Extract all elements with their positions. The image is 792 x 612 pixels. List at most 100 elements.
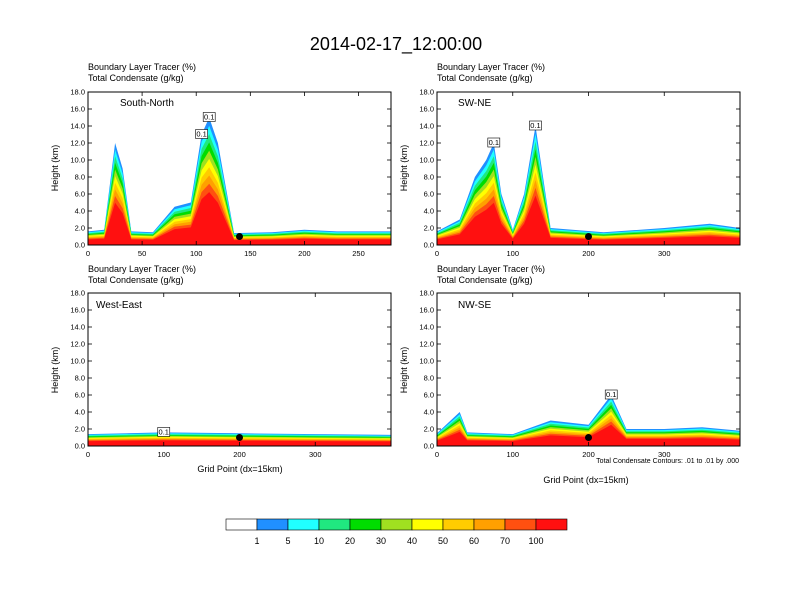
tracer-band-1 [88, 192, 391, 245]
colorbar-label: 40 [407, 536, 417, 546]
y-tick-label: 10.0 [419, 357, 434, 366]
colorbar-label: 70 [500, 536, 510, 546]
contour-label-box [157, 427, 171, 437]
colorbar-swatch [411, 518, 444, 531]
contour-label-box [487, 137, 501, 148]
y-tick-label: 6.0 [75, 391, 85, 400]
location-marker [585, 233, 592, 240]
y-tick-label: 6.0 [424, 190, 434, 199]
colorbar-swatch [442, 518, 475, 531]
colorbar-swatch [287, 518, 320, 531]
y-tick-label: 16.0 [419, 105, 434, 114]
y-tick-label: 2.0 [424, 425, 434, 434]
panel-header-condensate: Total Condensate (g/kg) [437, 73, 533, 83]
y-axis-label: Height (km) [50, 145, 60, 192]
panel-sw-ne: Boundary Layer Tracer (%) Total Condensa… [399, 62, 741, 258]
y-tick-label: 2.0 [75, 224, 85, 233]
y-tick-label: 10.0 [70, 156, 85, 165]
y-tick-label: 14.0 [419, 323, 434, 332]
y-tick-label: 6.0 [424, 391, 434, 400]
tracer-band-8 [88, 134, 391, 245]
tracer-band-6 [88, 150, 391, 245]
tracer-band-9 [88, 125, 391, 245]
y-tick-label: 16.0 [419, 306, 434, 315]
y-tick-label: 4.0 [75, 408, 85, 417]
contour-label: 0.1 [196, 130, 206, 139]
location-marker [585, 434, 592, 441]
contour-label-box [195, 129, 208, 139]
panel-header-tracer: Boundary Layer Tracer (%) [437, 62, 545, 72]
y-axis-label: Height (km) [399, 145, 409, 192]
colorbar-swatch [473, 518, 506, 531]
y-tick-label: 18.0 [419, 289, 434, 298]
panel-header-tracer: Boundary Layer Tracer (%) [88, 264, 196, 274]
y-tick-label: 2.0 [75, 425, 85, 434]
contour-note: Total Condensate Contours: .01 to .01 by… [596, 458, 739, 465]
x-tick-label: 0 [435, 450, 439, 459]
panel-header-condensate: Total Condensate (g/kg) [88, 275, 184, 285]
y-tick-label: 18.0 [70, 289, 85, 298]
figure-title: 2014-02-17_12:00:00 [310, 34, 482, 55]
contour-label: 0.1 [606, 390, 616, 399]
tracer-band-1 [437, 195, 740, 245]
tracer-field [437, 395, 740, 446]
colorbar-label: 100 [528, 536, 543, 546]
panel-title: SW-NE [458, 98, 491, 109]
colorbar-label: 30 [376, 536, 386, 546]
contour-label-box [529, 120, 542, 131]
tracer-field [437, 126, 740, 245]
y-tick-label: 6.0 [75, 190, 85, 199]
x-tick-label: 200 [582, 249, 595, 258]
colorbar-label: 5 [285, 536, 290, 546]
location-marker [236, 434, 243, 441]
y-tick-label: 8.0 [75, 374, 85, 383]
x-tick-label: 200 [582, 450, 595, 459]
y-tick-label: 8.0 [424, 374, 434, 383]
x-tick-label: 0 [435, 249, 439, 258]
y-tick-label: 14.0 [70, 122, 85, 131]
colorbar: 1 5 10 20 30 40 50 60 70 100 [225, 518, 568, 546]
x-tick-label: 50 [138, 249, 146, 258]
y-tick-label: 0.0 [75, 442, 85, 451]
colorbar-label: 60 [469, 536, 479, 546]
y-tick-label: 2.0 [424, 224, 434, 233]
x-tick-label: 200 [298, 249, 311, 258]
y-tick-label: 4.0 [424, 207, 434, 216]
y-tick-label: 4.0 [424, 408, 434, 417]
x-tick-label: 100 [190, 249, 203, 258]
tracer-field [88, 117, 391, 245]
panel-title: West-East [96, 300, 142, 311]
colorbar-swatch [225, 518, 258, 531]
colorbar-swatch [380, 518, 413, 531]
y-tick-label: 18.0 [70, 88, 85, 97]
x-tick-label: 250 [352, 249, 365, 258]
x-tick-label: 300 [658, 249, 671, 258]
colorbar-swatch [535, 518, 568, 531]
colorbar-label: 10 [314, 536, 324, 546]
colorbar-label: 50 [438, 536, 448, 546]
panel-west-east: Boundary Layer Tracer (%) Total Condensa… [50, 264, 392, 474]
contour-label: 0.1 [159, 427, 169, 436]
y-tick-label: 10.0 [70, 357, 85, 366]
panel-south-north: Boundary Layer Tracer (%) Total Condensa… [50, 62, 392, 258]
x-axis-label: Grid Point (dx=15km) [197, 464, 282, 474]
panel-nw-se: Boundary Layer Tracer (%) Total Condensa… [399, 264, 741, 485]
y-tick-label: 12.0 [419, 139, 434, 148]
y-axis-label: Height (km) [50, 347, 60, 394]
tracer-band-1 [437, 424, 740, 446]
panel-header-condensate: Total Condensate (g/kg) [437, 275, 533, 285]
tracer-band-7 [88, 142, 391, 245]
x-tick-label: 200 [233, 450, 246, 459]
colorbar-swatch [318, 518, 351, 531]
y-tick-label: 18.0 [419, 88, 434, 97]
y-tick-label: 4.0 [75, 207, 85, 216]
plot-frame [436, 292, 741, 447]
y-tick-label: 12.0 [70, 139, 85, 148]
panel-header-tracer: Boundary Layer Tracer (%) [88, 62, 196, 72]
y-tick-label: 8.0 [75, 173, 85, 182]
x-tick-label: 100 [506, 249, 519, 258]
colorbar-label: 20 [345, 536, 355, 546]
colorbar-swatch [349, 518, 382, 531]
y-tick-label: 10.0 [419, 156, 434, 165]
